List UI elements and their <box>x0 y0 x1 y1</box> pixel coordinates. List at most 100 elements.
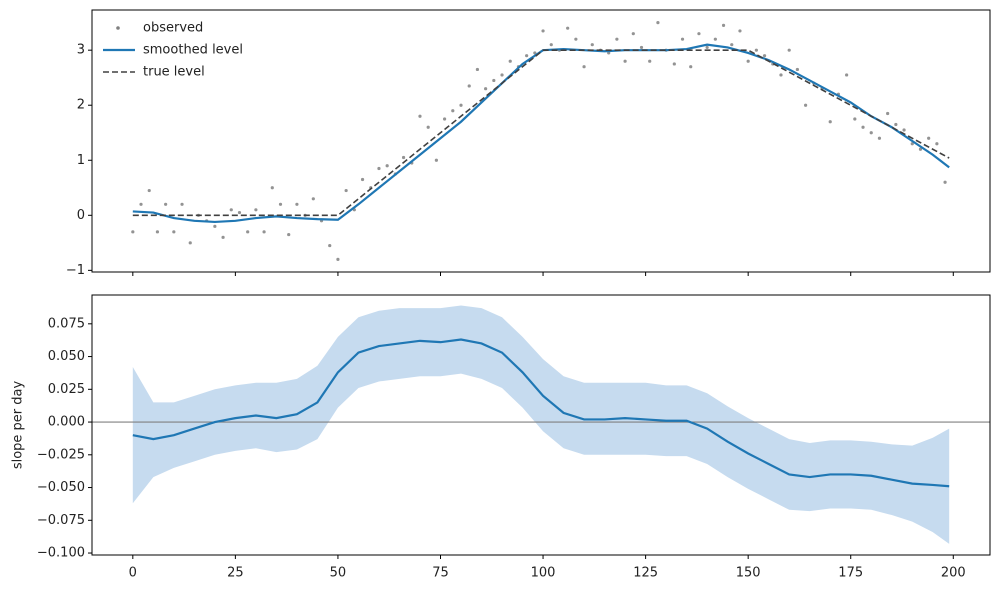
axes-frame <box>91 294 991 556</box>
observed-point <box>738 29 742 33</box>
observed-point <box>721 23 726 28</box>
observed-point <box>172 230 176 234</box>
x-tick-label: 50 <box>330 566 347 581</box>
observed-point <box>861 125 865 129</box>
observed-point <box>180 202 184 206</box>
observed-point <box>582 65 586 69</box>
y-tick-label: 0.075 <box>48 316 85 331</box>
y-tick-label: −1 <box>66 263 85 278</box>
observed-point <box>262 230 266 234</box>
observed-point <box>467 84 471 88</box>
series-line <box>132 43 950 224</box>
observed-point <box>705 45 709 50</box>
observed-point <box>804 103 808 107</box>
observed-point <box>795 67 799 72</box>
observed-point <box>574 37 578 41</box>
observed-point <box>377 166 381 171</box>
observed-point <box>639 45 644 50</box>
observed-point <box>845 73 849 77</box>
axes-frame <box>91 9 991 273</box>
observed-point <box>935 142 939 146</box>
observed-point <box>278 202 283 206</box>
plot-area <box>131 21 950 261</box>
series-line <box>132 49 950 217</box>
observed-point <box>287 232 291 237</box>
observed-point <box>886 111 890 116</box>
observed-point <box>328 243 332 248</box>
y-tick-label: −0.025 <box>37 447 85 462</box>
x-tick-label: 0 <box>129 566 137 581</box>
series-line <box>132 338 950 488</box>
y-tick-label: 0.000 <box>48 415 85 430</box>
observed-point <box>147 188 151 193</box>
observed-point <box>492 78 496 83</box>
y-tick-label: 0.050 <box>48 349 85 364</box>
observed-point <box>713 37 717 41</box>
y-axis-label: slope per day <box>11 381 26 470</box>
observed-point <box>508 59 512 63</box>
x-tick-label: 200 <box>941 566 966 581</box>
observed-point <box>590 43 594 47</box>
observed-point <box>451 109 455 113</box>
observed-point <box>680 37 685 41</box>
observed-point <box>869 131 873 135</box>
y-tick-label: 2 <box>77 98 85 113</box>
y-tick-label: 0 <box>77 208 85 223</box>
x-tick-label: 150 <box>736 566 761 581</box>
y-tick-label: −0.100 <box>37 546 85 561</box>
observed-point <box>221 235 225 239</box>
observed-point <box>459 103 463 107</box>
observed-point <box>139 202 143 206</box>
y-tick-label: 3 <box>77 43 85 58</box>
observed-point <box>229 208 233 212</box>
observed-point <box>311 197 315 201</box>
observed-point <box>188 241 192 245</box>
observed-point <box>828 120 832 124</box>
observed-point <box>360 177 365 182</box>
y-tick-label: −0.075 <box>37 513 85 528</box>
observed-point <box>344 188 348 193</box>
observed-point <box>475 67 480 72</box>
observed-point <box>877 136 882 140</box>
observed-point <box>902 128 906 132</box>
observed-point <box>484 87 488 91</box>
y-tick-label: 1 <box>77 153 85 168</box>
legend-label: true level <box>143 65 205 80</box>
observed-point <box>894 122 898 127</box>
observed-point <box>762 54 767 58</box>
observed-point <box>927 136 931 140</box>
x-tick-label: 125 <box>633 566 658 581</box>
observed-point <box>918 147 923 151</box>
observed-point <box>623 59 627 63</box>
confidence-band <box>132 305 950 544</box>
legend-label: observed <box>143 21 203 36</box>
plot-area <box>92 305 990 544</box>
observed-point <box>541 29 545 33</box>
observed-point <box>697 32 701 36</box>
observed-point <box>131 230 135 234</box>
x-tick-label: 175 <box>838 566 863 581</box>
observed-point <box>385 164 389 168</box>
observed-point <box>615 37 619 41</box>
x-tick-label: 75 <box>432 566 449 581</box>
observed-point <box>500 73 504 77</box>
observed-point <box>672 62 676 66</box>
x-tick-label: 25 <box>227 566 244 581</box>
observed-point <box>213 224 217 228</box>
observed-point <box>270 186 274 190</box>
observed-point <box>155 230 160 234</box>
observed-point <box>754 48 758 52</box>
observed-point <box>730 43 734 47</box>
observed-point <box>295 202 299 206</box>
observed-point <box>787 48 791 52</box>
observed-point <box>254 208 258 212</box>
observed-point <box>779 73 783 77</box>
observed-point <box>656 21 660 25</box>
y-tick-label: −0.050 <box>37 480 85 495</box>
observed-point <box>525 54 529 58</box>
y-tick-label: 0.025 <box>48 382 85 397</box>
legend-marker <box>116 26 120 30</box>
observed-point <box>164 202 168 206</box>
